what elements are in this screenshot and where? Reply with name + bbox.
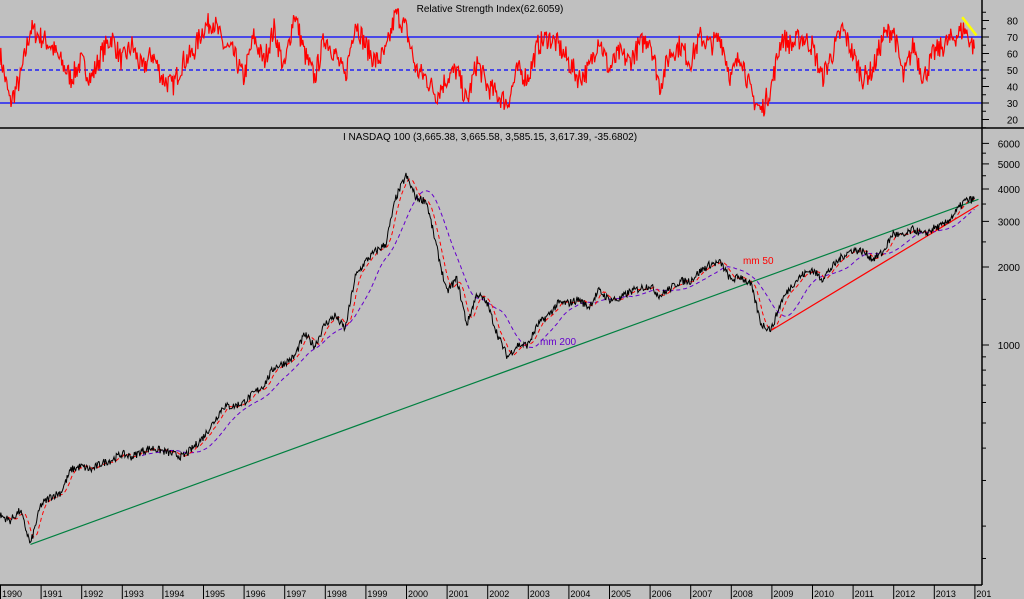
price-tick-label: 6000 (998, 139, 1021, 150)
x-tick-label: 1998 (327, 589, 347, 599)
rsi-panel (0, 8, 1024, 129)
x-tick-label: 1991 (43, 589, 63, 599)
x-tick-label: 1996 (246, 589, 266, 599)
annotation-mm200: mm 200 (540, 337, 577, 348)
x-tick-label: 1993 (124, 589, 144, 599)
x-tick-label: 1994 (164, 589, 184, 599)
x-axis-band (0, 585, 982, 599)
price-tick-label: 3000 (998, 217, 1021, 228)
x-tick-label: 2006 (652, 589, 672, 599)
x-tick-label: 2011 (855, 589, 874, 599)
x-tick-label: 2001 (449, 589, 469, 599)
trendline-2 (771, 204, 979, 331)
price-tick-label: 1000 (998, 341, 1021, 352)
rsi-tick-label: 40 (1007, 83, 1019, 94)
trendline-1 (30, 198, 979, 545)
x-tick-label: 2000 (408, 589, 428, 599)
rsi-tick-label: 50 (1007, 66, 1019, 77)
mm200-line (141, 190, 975, 457)
x-tick-label: 201 (976, 589, 991, 599)
price-panel: mm 50 mm 200 (0, 172, 979, 545)
x-tick-label: 2007 (692, 589, 712, 599)
rsi-tick-label: 20 (1007, 116, 1019, 127)
price-tick-label: 5000 (998, 160, 1021, 171)
main-title: I NASDAQ 100 (3,665.38, 3,665.58, 3,585.… (343, 132, 637, 143)
rsi-title: Relative Strength Index(62.6059) (417, 4, 564, 15)
price-tick-label: 2000 (998, 263, 1021, 274)
rsi-tick-label: 30 (1007, 99, 1019, 110)
x-tick-label: 1992 (83, 589, 103, 599)
x-tick-label: 2009 (773, 589, 793, 599)
x-tick-label: 2013 (936, 589, 956, 599)
x-tick-label: 2004 (570, 589, 590, 599)
x-tick-label: 2012 (895, 589, 915, 599)
x-tick-label: 2002 (489, 589, 509, 599)
x-tick-label: 2003 (530, 589, 550, 599)
x-tick-label: 1995 (205, 589, 225, 599)
x-tick-label: 2008 (733, 589, 753, 599)
price-line (0, 172, 975, 544)
rsi-tick-label: 80 (1007, 17, 1019, 28)
price-tick-label: 4000 (998, 185, 1021, 196)
x-tick-label: 1997 (286, 589, 306, 599)
rsi-trendline (961, 16, 978, 37)
x-tick-label: 1990 (2, 589, 22, 599)
annotation-mm50: mm 50 (743, 256, 774, 267)
x-tick-label: 2010 (814, 589, 834, 599)
rsi-tick-label: 70 (1007, 33, 1019, 44)
x-tick-label: 1999 (367, 589, 387, 599)
mm50-line (7, 178, 975, 538)
rsi-line (0, 8, 975, 117)
rsi-tick-label: 60 (1007, 50, 1019, 61)
x-tick-label: 2005 (611, 589, 631, 599)
